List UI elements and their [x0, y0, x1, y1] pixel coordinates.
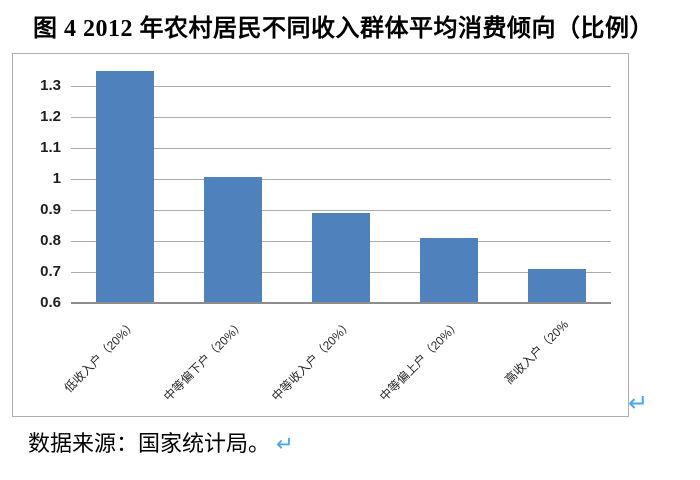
bar: [420, 237, 478, 303]
x-axis-category-label: 中等收入户（20%）: [269, 317, 356, 404]
bar: [96, 70, 154, 303]
chart-frame: 0.6 0.7 0.8 0.9 1 1.1 1.2 1.3 低收入户（20%） 中等偏下户（20%…: [12, 53, 629, 417]
y-axis-tick-label: 0.8: [40, 232, 61, 249]
figure-title: 图 4 2012 年农村居民不同收入群体平均消费倾向（比例）: [33, 16, 654, 42]
x-axis-category-label: 中等偏下户（20%）: [161, 317, 248, 404]
bar: [528, 268, 586, 303]
gridline: [71, 86, 611, 87]
source-note: 数据来源：国家统计局。 ↵: [28, 426, 294, 458]
y-axis-tick-label: 1: [52, 170, 61, 187]
gridline: [71, 179, 611, 180]
gridline: [71, 210, 611, 211]
line-break-mark-icon: ↵: [628, 390, 649, 417]
bar-chart: 0.6 0.7 0.8 0.9 1 1.1 1.2 1.3 低收入户（20%） 中等偏下户（20%…: [13, 54, 628, 416]
y-axis-tick-label: 0.7: [40, 263, 61, 280]
y-axis-tick-label: 0.9: [40, 201, 61, 218]
bar: [204, 177, 262, 303]
y-axis-tick-label: 1.2: [40, 108, 61, 125]
x-axis-line: [71, 302, 611, 304]
gridline: [71, 148, 611, 149]
line-break-mark-icon: ↵: [276, 432, 294, 456]
source-note-text: 数据来源：国家统计局。: [28, 431, 271, 456]
y-axis-tick-label: 0.6: [40, 294, 61, 311]
x-axis-category-label: 低收入户（20%）: [61, 317, 140, 396]
x-axis-category-label: 中等偏上户（20%）: [377, 317, 464, 404]
y-axis-tick-label: 1.3: [40, 77, 61, 94]
x-axis-category-label: 高收入户（20%: [501, 317, 572, 387]
bar: [312, 213, 370, 303]
y-axis-tick-label: 1.1: [40, 139, 61, 156]
gridline: [71, 117, 611, 118]
